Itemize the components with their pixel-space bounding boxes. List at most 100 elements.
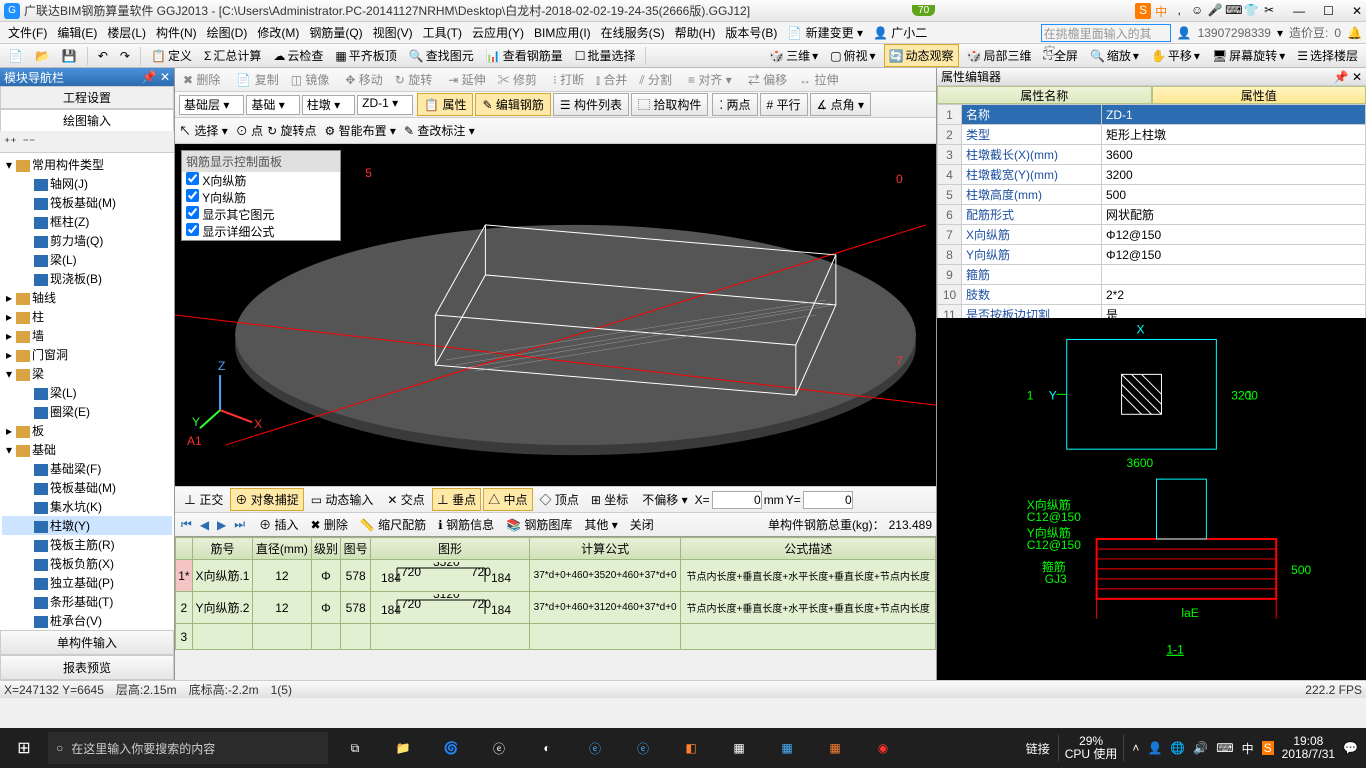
new-change-button[interactable]: 📄 新建变更 ▾ — [783, 22, 867, 43]
open-icon[interactable]: 📂 — [31, 47, 54, 65]
menu-file[interactable]: 文件(F) — [4, 22, 51, 43]
snap-intersect[interactable]: ✕ 交点 — [382, 488, 429, 511]
keyboard-icon[interactable]: ⌨ — [1225, 3, 1241, 19]
tree-item[interactable]: 梁(L) — [2, 250, 172, 269]
app6-icon[interactable]: ▦ — [812, 728, 858, 768]
tree-item[interactable]: 圈梁(E) — [2, 402, 172, 421]
tree-item[interactable]: ▸门窗洞 — [2, 345, 172, 364]
menu-modify[interactable]: 修改(M) — [253, 22, 303, 43]
dyn-input-toggle[interactable]: ▭ 动态输入 — [306, 488, 379, 511]
tree-remove-icon[interactable]: ⁻⁻ — [23, 135, 36, 149]
tab-draw-input[interactable]: 绘图输入 — [0, 109, 174, 131]
component-list-button[interactable]: ☰ 构件列表 — [553, 93, 629, 116]
ie-icon[interactable]: ⓔ — [572, 728, 618, 768]
grid-last-icon[interactable]: ⏭ — [232, 517, 247, 532]
grid-scale-button[interactable]: 📏 缩尺配筋 — [356, 514, 430, 535]
zoom-button[interactable]: 🔍 缩放 ▾ — [1086, 45, 1143, 66]
local-3d-button[interactable]: 🎲 局部三维 — [963, 45, 1036, 66]
app5-icon[interactable]: ▦ — [764, 728, 810, 768]
snap-coord[interactable]: ⊞ 坐标 — [586, 488, 633, 511]
y-input[interactable] — [803, 491, 853, 509]
grid-other-button[interactable]: 其他 ▾ — [580, 514, 621, 535]
app7-icon[interactable]: ◉ — [860, 728, 906, 768]
tool-icon[interactable]: ✂ — [1261, 3, 1277, 19]
tree-item[interactable]: ▸柱 — [2, 307, 172, 326]
start-button[interactable]: ⊞ — [0, 738, 48, 758]
tray-net-icon[interactable]: 🌐 — [1170, 741, 1185, 755]
top-view-button[interactable]: ▢ 俯视 ▾ — [826, 45, 879, 66]
tray-kb-icon[interactable]: ⌨ — [1216, 741, 1233, 755]
offset-button[interactable]: ⇄ 偏移 — [744, 69, 791, 90]
point-angle-button[interactable]: ∡ 点角 ▾ — [810, 93, 871, 116]
tree-item[interactable]: 柱墩(Y) — [2, 516, 172, 535]
move-button[interactable]: ✥ 移动 — [341, 69, 386, 90]
tray-ime[interactable]: 中 — [1242, 740, 1254, 757]
rebar-table[interactable]: 筋号直径(mm)级别图号图形计算公式公式描述1*X向纵筋.112Φ5781847… — [175, 536, 936, 680]
grid-close-button[interactable]: 关闭 — [626, 514, 658, 535]
help-search-input[interactable]: 在挑檐里面输入的其它… — [1041, 24, 1171, 42]
pin-icon[interactable]: 📌 — [142, 70, 157, 84]
close-button[interactable]: ✕ — [1352, 4, 1362, 18]
ortho-toggle[interactable]: ⊥ 正交 — [179, 488, 228, 511]
tree-item[interactable]: 梁(L) — [2, 383, 172, 402]
app1-icon[interactable]: 🌀 — [428, 728, 474, 768]
menu-help[interactable]: 帮助(H) — [671, 22, 720, 43]
break-button[interactable]: ⁝ 打断 — [549, 69, 588, 90]
tree-item[interactable]: 桩承台(V) — [2, 611, 172, 630]
maximize-button[interactable]: ☐ — [1323, 4, 1334, 18]
tab-report-preview[interactable]: 报表预览 — [0, 655, 174, 680]
tray-clock[interactable]: 19:082018/7/31 — [1282, 735, 1335, 761]
tree-item[interactable]: ▾基础 — [2, 440, 172, 459]
stretch-button[interactable]: ↔ 拉伸 — [795, 69, 842, 90]
chk-y-rebar[interactable]: Y向纵筋 — [182, 189, 340, 206]
tree-item[interactable]: 剪力墙(Q) — [2, 231, 172, 250]
parallel-button[interactable]: # 平行 — [760, 93, 808, 116]
menu-online[interactable]: 在线服务(S) — [597, 22, 669, 43]
chk-other[interactable]: 显示其它图元 — [182, 206, 340, 223]
tree-item[interactable]: ▸墙 — [2, 326, 172, 345]
undo-icon[interactable]: ↶ — [94, 47, 112, 65]
skin-icon[interactable]: 👕 — [1243, 3, 1259, 19]
tray-people-icon[interactable]: 👤 — [1147, 741, 1162, 755]
edge2-icon[interactable]: ⓔ — [620, 728, 666, 768]
split-button[interactable]: ⫽ 分割 — [635, 69, 676, 90]
extend-button[interactable]: ⇥ 延伸 — [444, 69, 489, 90]
copy-button[interactable]: 📄 复制 — [232, 69, 282, 90]
snap-mid[interactable]: △ 中点 — [483, 488, 532, 511]
menu-component[interactable]: 构件(N) — [152, 22, 201, 43]
tab-project-settings[interactable]: 工程设置 — [0, 86, 174, 109]
tree-item[interactable]: 筏板基础(M) — [2, 478, 172, 497]
menu-bim[interactable]: BIM应用(I) — [530, 22, 595, 43]
menu-floor[interactable]: 楼层(L) — [103, 22, 150, 43]
grid-next-icon[interactable]: ▶ — [215, 518, 228, 532]
section-view[interactable]: X Y 3200 3600 1 1 X向纵筋 C12@150 Y向纵筋 C12@… — [937, 318, 1366, 680]
grid-prev-icon[interactable]: ◀ — [198, 518, 211, 532]
tray-sogou-icon[interactable]: S — [1262, 741, 1274, 755]
tree-item[interactable]: 条形基础(T) — [2, 592, 172, 611]
component-tree[interactable]: ▾常用构件类型轴网(J)筏板基础(M)框柱(Z)剪力墙(Q)梁(L)现浇板(B)… — [0, 153, 174, 630]
sum-button[interactable]: Σ 汇总计算 — [200, 45, 265, 66]
batch-select-button[interactable]: ☐ 批量选择 — [571, 45, 640, 66]
snap-vertex[interactable]: ◇ 顶点 — [535, 488, 584, 511]
tree-item[interactable]: 独立基础(P) — [2, 573, 172, 592]
trim-button[interactable]: ✂ 修剪 — [494, 69, 541, 90]
chk-detail[interactable]: 显示详细公式 — [182, 223, 340, 240]
mic-icon[interactable]: 🎤 — [1207, 3, 1223, 19]
merge-button[interactable]: ⫾ 合并 — [592, 69, 631, 90]
emoji-icon[interactable]: ☺ — [1189, 3, 1205, 19]
point-button[interactable]: ⊙ 点 — [236, 122, 263, 139]
grid-first-icon[interactable]: ⏮ — [179, 517, 194, 532]
property-table[interactable]: 1名称ZD-12类型矩形上柱墩3柱墩截长(X)(mm)36004柱墩截宽(Y)(… — [937, 104, 1366, 318]
rotate-point-button[interactable]: ↻ 旋转点 — [267, 122, 316, 139]
panel-close-icon[interactable]: ✕ — [160, 70, 170, 84]
osnap-toggle[interactable]: ⊕ 对象捕捉 — [230, 488, 303, 511]
cloud-check-button[interactable]: ☁ 云检查 — [269, 45, 327, 66]
ime-widget[interactable]: S 中 , ☺ 🎤 ⌨ 👕 ✂ — [1135, 3, 1277, 19]
align-slab-button[interactable]: ▦ 平齐板顶 — [331, 45, 400, 66]
menu-cloud[interactable]: 云应用(Y) — [468, 22, 528, 43]
3d-viewport[interactable]: Z X Y A1 5 0 7 钢筋显示控制面板 X向纵筋 Y向纵筋 显示其它图元… — [175, 144, 936, 486]
notify-icon[interactable]: 🔔 — [1347, 26, 1362, 40]
category-select[interactable]: 基础 ▾ — [246, 95, 299, 115]
menu-edit[interactable]: 编辑(E) — [53, 22, 101, 43]
screen-rotate-button[interactable]: 🖥 屏幕旋转 ▾ — [1208, 45, 1289, 66]
